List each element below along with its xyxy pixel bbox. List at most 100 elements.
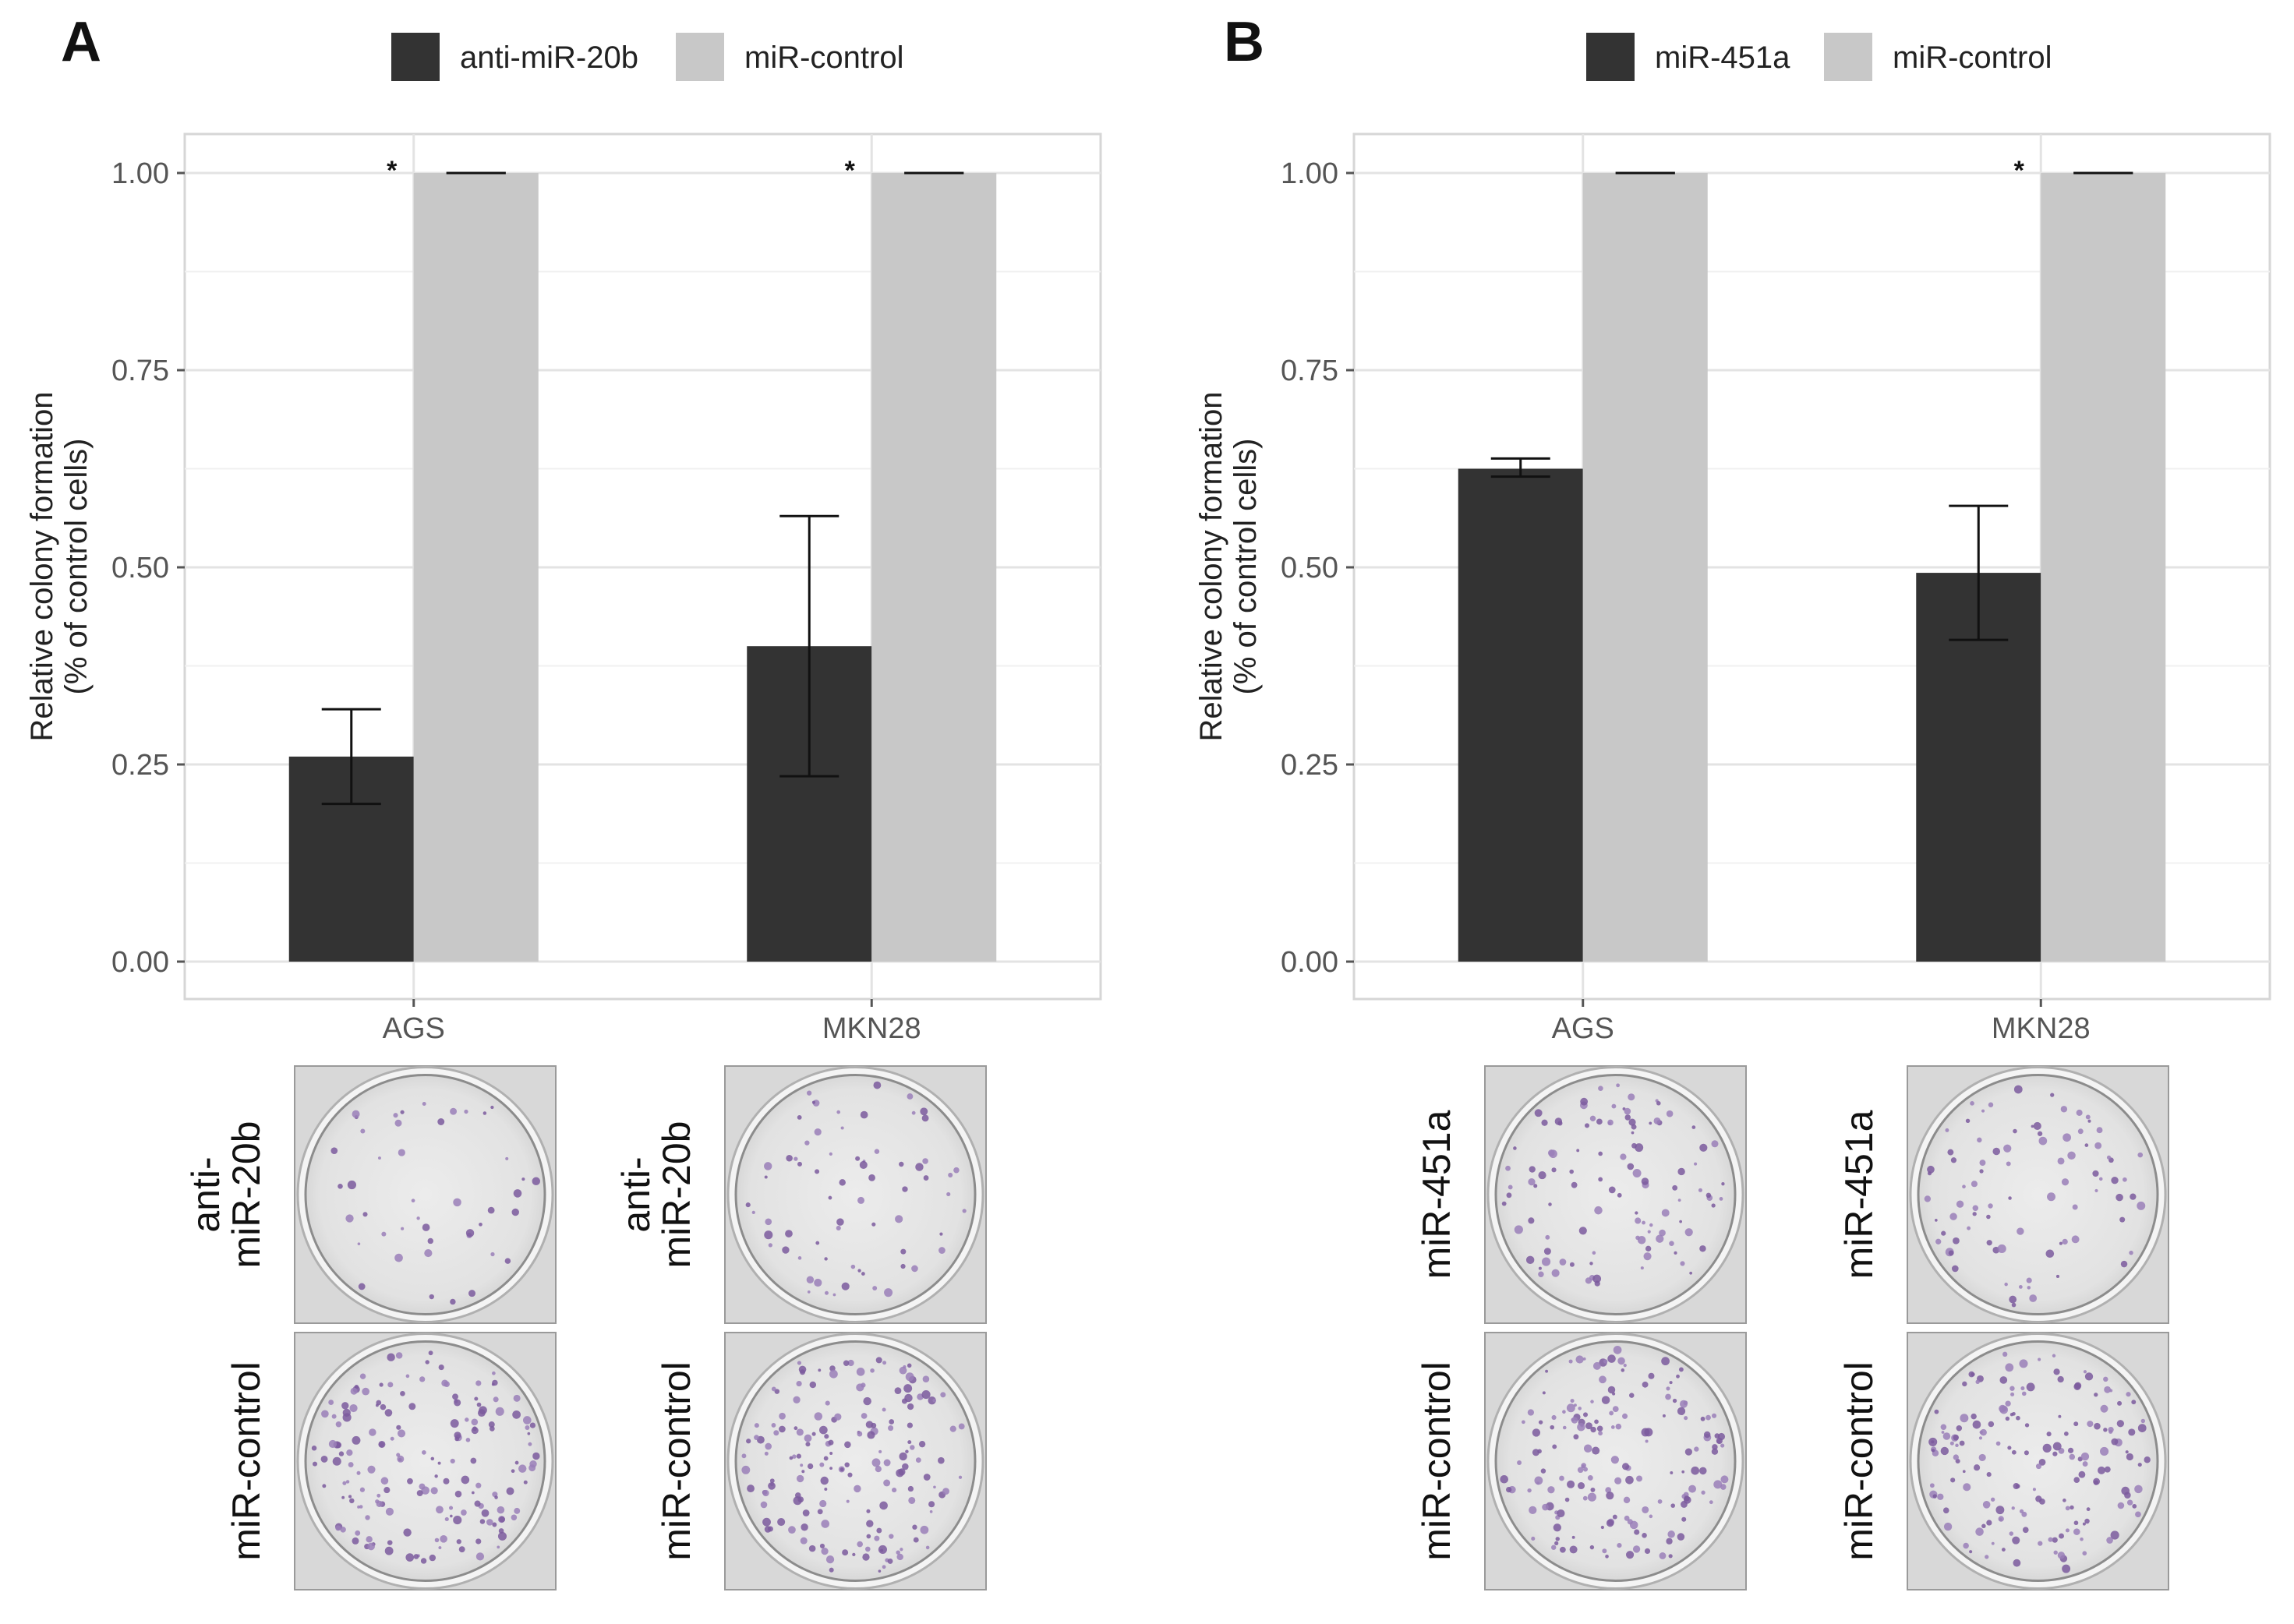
colony-dot xyxy=(514,1507,521,1514)
colony-dot xyxy=(481,1509,490,1517)
colony-dot xyxy=(1667,1530,1675,1538)
colony-dot xyxy=(1953,1237,1960,1244)
colony-dot xyxy=(805,1442,811,1447)
colony-dot xyxy=(1569,1169,1574,1174)
colony-dot xyxy=(871,1222,876,1227)
colony-dot xyxy=(1959,1440,1965,1446)
colony-dot xyxy=(860,1110,868,1119)
colony-dot xyxy=(1551,1269,1560,1277)
colony-dot xyxy=(1683,1400,1688,1406)
colony-dot xyxy=(1972,1212,1977,1216)
colony-dot xyxy=(788,1526,796,1534)
legend-swatch-2 xyxy=(1824,33,1872,81)
y-tick-label: 0.25 xyxy=(111,749,169,782)
colony-dot xyxy=(2084,1518,2090,1524)
colony-dot xyxy=(1694,1446,1699,1452)
colony-dot xyxy=(1538,1271,1544,1277)
colony-dot xyxy=(322,1484,327,1488)
colony-dot xyxy=(2013,1128,2017,1134)
colony-dot xyxy=(1632,1169,1642,1177)
colony-dot xyxy=(792,1454,797,1459)
colony-dot xyxy=(1963,1483,1971,1492)
colony-dot xyxy=(801,1470,805,1474)
colony-dot xyxy=(1962,1381,1967,1387)
colony-dot xyxy=(1531,1536,1536,1541)
colony-dot xyxy=(747,1485,755,1493)
colony-dot xyxy=(474,1396,479,1401)
colony-dot xyxy=(312,1461,318,1467)
colony-dot xyxy=(868,1174,875,1181)
colony-dot xyxy=(811,1432,816,1436)
colony-dot xyxy=(872,1286,878,1291)
colony-dot xyxy=(873,1081,882,1089)
colony-dot xyxy=(1596,1425,1603,1432)
colony-dot xyxy=(765,1442,772,1450)
colony-dot xyxy=(2131,1400,2137,1405)
colony-dot xyxy=(2059,1533,2064,1539)
colony-dot xyxy=(349,1498,355,1504)
legend-swatch-1 xyxy=(391,33,440,81)
bar-ags-2 xyxy=(1582,173,1708,962)
colony-dot xyxy=(900,1548,903,1552)
colony-dot xyxy=(1711,1413,1717,1418)
colony-dot xyxy=(1642,1220,1645,1225)
colony-dot xyxy=(450,1514,453,1518)
colony-dot xyxy=(528,1442,532,1446)
bar-mkn28-2 xyxy=(871,173,997,962)
colony-dot xyxy=(1598,1151,1603,1156)
colony-dot xyxy=(1554,1541,1559,1545)
colony-dot xyxy=(523,1480,528,1485)
colony-dot xyxy=(878,1449,882,1453)
colony-dot xyxy=(823,1456,829,1461)
colony-dot xyxy=(2137,1201,2146,1210)
colony-dot xyxy=(2084,1143,2089,1147)
panel-letter: A xyxy=(61,11,101,73)
colony-dot xyxy=(1975,1527,1984,1536)
colony-dot xyxy=(367,1542,375,1551)
colony-dot xyxy=(1684,1228,1693,1237)
plate-row-label-line1: miR-control xyxy=(1415,1361,1458,1561)
colony-dot xyxy=(1677,1199,1681,1202)
colony-dot xyxy=(1599,1375,1607,1384)
colony-dot xyxy=(1631,1131,1635,1135)
colony-dot xyxy=(1592,1361,1601,1370)
colony-dot xyxy=(814,1278,822,1287)
colony-dot xyxy=(1971,1413,1977,1420)
colony-dot xyxy=(1721,1182,1725,1186)
colony-dot xyxy=(922,1375,930,1382)
colony-dot xyxy=(362,1212,368,1217)
colony-dot xyxy=(427,1237,434,1244)
colony-dot xyxy=(1605,1555,1609,1559)
colony-dot xyxy=(902,1186,908,1192)
colony-dot xyxy=(2087,1119,2091,1123)
colony-dot xyxy=(1542,1503,1549,1511)
y-tick-label: 0.00 xyxy=(111,946,169,979)
colony-dot xyxy=(454,1490,462,1498)
colony-dot xyxy=(855,1156,861,1161)
colony-dot xyxy=(1571,1535,1575,1539)
colony-dot xyxy=(360,1128,366,1134)
colony-dot xyxy=(2027,1286,2031,1290)
colony-dot xyxy=(1677,1533,1685,1541)
y-axis-label-line2: (% of control cells) xyxy=(59,439,94,695)
colony-dot xyxy=(471,1418,479,1426)
colony-dot xyxy=(896,1553,903,1561)
colony-dot xyxy=(2009,1295,2017,1304)
colony-dot xyxy=(465,1229,475,1237)
colony-dot xyxy=(1995,1506,2005,1515)
y-axis-label-line2: (% of control cells) xyxy=(1228,439,1263,695)
colony-dot xyxy=(852,1552,856,1556)
colony-dot xyxy=(321,1410,329,1418)
colony-dot xyxy=(946,1192,951,1197)
plate-row-label: miR-control xyxy=(1415,1361,1458,1561)
colony-dot xyxy=(2086,1507,2091,1512)
colony-dot xyxy=(1635,1211,1638,1215)
colony-dot xyxy=(390,1436,394,1441)
colony-dot xyxy=(2104,1466,2111,1473)
colony-dot xyxy=(1643,1252,1652,1261)
colony-dot xyxy=(794,1156,798,1161)
colony-dot xyxy=(933,1485,936,1489)
colony-dot xyxy=(825,1290,829,1295)
colony-dot xyxy=(882,1565,886,1569)
colony-dot xyxy=(440,1534,447,1543)
